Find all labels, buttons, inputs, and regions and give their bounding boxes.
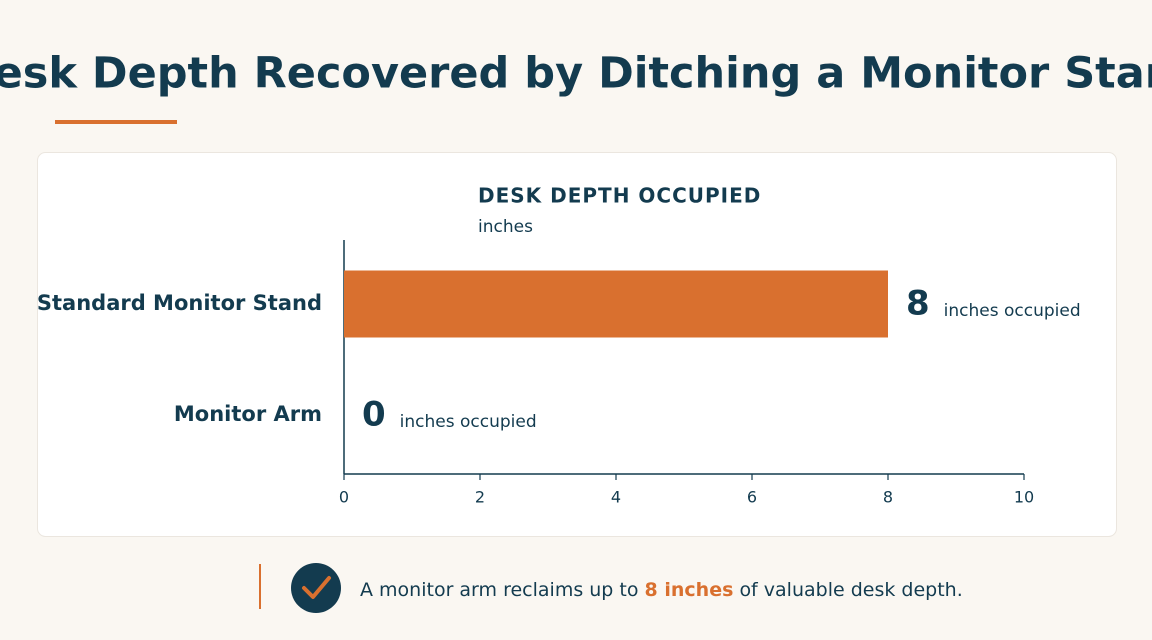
x-tick-label: 0 — [339, 488, 349, 507]
check-icon — [291, 563, 341, 613]
x-tick-label: 10 — [1014, 488, 1034, 507]
callout-before: A monitor arm reclaims up to — [360, 579, 638, 601]
axis-unit: inches — [478, 217, 533, 237]
value-suffix: inches occupied — [944, 301, 1081, 321]
chart-card — [37, 152, 1117, 537]
callout-after: of valuable desk depth. — [739, 579, 962, 601]
x-tick-label: 8 — [883, 488, 893, 507]
value-label: 0 — [362, 395, 386, 435]
callout-text: A monitor arm reclaims up to 8 inches of… — [360, 579, 963, 601]
x-tick-label: 4 — [611, 488, 621, 507]
x-tick-label: 2 — [475, 488, 485, 507]
bar — [344, 270, 888, 338]
chart-title: DESK DEPTH OCCUPIED — [478, 184, 761, 208]
value-suffix: inches occupied — [400, 412, 537, 432]
check-mark — [302, 576, 331, 599]
callout-highlight: 8 inches — [645, 579, 734, 601]
category-label: Standard Monitor Stand — [37, 291, 322, 315]
value-label: 8 — [906, 284, 930, 324]
x-tick-label: 6 — [747, 488, 757, 507]
title-underline — [55, 120, 177, 124]
page-title: Desk Depth Recovered by Ditching a Monit… — [0, 49, 1152, 99]
category-label: Monitor Arm — [174, 402, 322, 426]
